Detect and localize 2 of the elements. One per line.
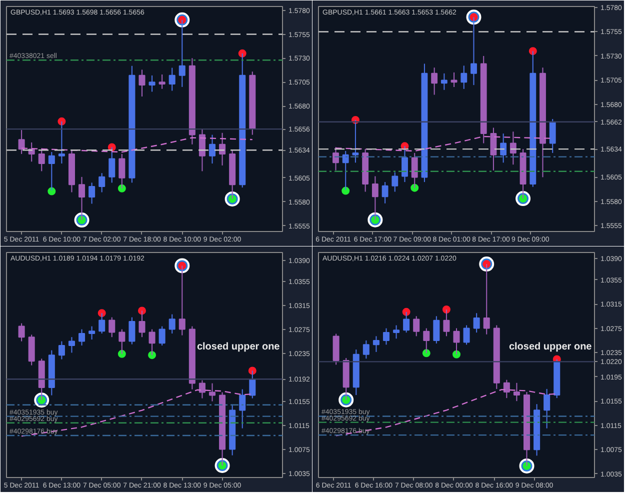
annotation: closed upper one	[196, 342, 280, 352]
annotation: closed upper one	[508, 342, 592, 352]
